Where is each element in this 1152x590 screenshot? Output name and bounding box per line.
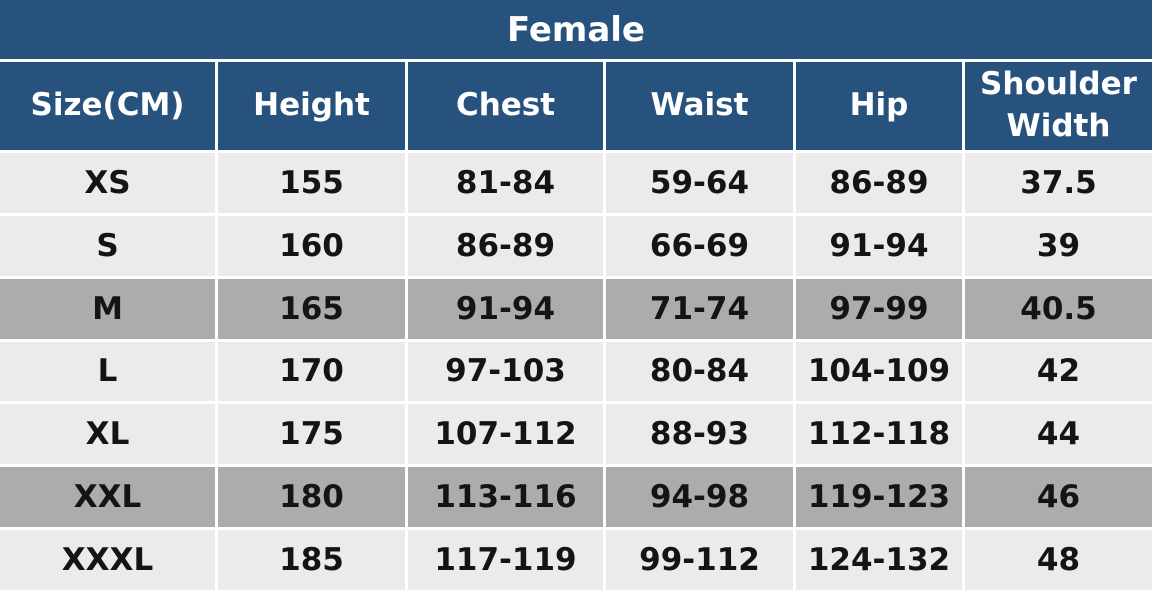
table-cell-size: XS (0, 150, 215, 213)
table-cell-shoulder: 42 (962, 338, 1152, 402)
table-cell-height: 185 (215, 527, 405, 590)
table-cell-size: XXL (0, 464, 215, 528)
table-cell-height: 155 (215, 150, 405, 213)
table-cell-shoulder: 44 (962, 401, 1152, 465)
table-cell-hip: 86-89 (793, 150, 962, 213)
table-cell-chest: 81-84 (405, 150, 603, 213)
table-cell-shoulder: 48 (962, 527, 1152, 590)
table-cell-height: 175 (215, 401, 405, 465)
table-cell-waist: 88-93 (603, 401, 793, 465)
table-cell-waist: 71-74 (603, 275, 793, 339)
table-cell-size: L (0, 338, 215, 402)
table-cell-chest: 97-103 (405, 338, 603, 402)
table-cell-hip: 97-99 (793, 275, 962, 339)
table-cell-size: S (0, 212, 215, 276)
table-cell-height: 180 (215, 464, 405, 528)
table-cell-chest: 107-112 (405, 401, 603, 465)
table-cell-waist: 66-69 (603, 212, 793, 276)
table-cell-waist: 59-64 (603, 150, 793, 213)
table-cell-size: XXXL (0, 527, 215, 590)
column-header-waist: Waist (603, 62, 793, 150)
table-cell-hip: 124-132 (793, 527, 962, 590)
table-cell-shoulder: 46 (962, 464, 1152, 528)
column-header-shoulder-width: Shoulder Width (962, 62, 1152, 150)
table-cell-chest: 113-116 (405, 464, 603, 528)
table-cell-hip: 112-118 (793, 401, 962, 465)
table-cell-chest: 91-94 (405, 275, 603, 339)
table-cell-waist: 99-112 (603, 527, 793, 590)
table-cell-chest: 117-119 (405, 527, 603, 590)
column-header-hip: Hip (793, 62, 962, 150)
table-cell-shoulder: 39 (962, 212, 1152, 276)
column-header-size: Size(CM) (0, 62, 215, 150)
table-cell-hip: 104-109 (793, 338, 962, 402)
table-cell-shoulder: 37.5 (962, 150, 1152, 213)
table-cell-hip: 119-123 (793, 464, 962, 528)
table-cell-waist: 80-84 (603, 338, 793, 402)
column-header-chest: Chest (405, 62, 603, 150)
table-title: Female (0, 0, 1152, 62)
column-header-height: Height (215, 62, 405, 150)
table-cell-size: XL (0, 401, 215, 465)
table-cell-height: 170 (215, 338, 405, 402)
table-cell-height: 160 (215, 212, 405, 276)
table-cell-shoulder: 40.5 (962, 275, 1152, 339)
table-cell-hip: 91-94 (793, 212, 962, 276)
table-cell-height: 165 (215, 275, 405, 339)
table-cell-chest: 86-89 (405, 212, 603, 276)
table-cell-waist: 94-98 (603, 464, 793, 528)
table-cell-size: M (0, 275, 215, 339)
